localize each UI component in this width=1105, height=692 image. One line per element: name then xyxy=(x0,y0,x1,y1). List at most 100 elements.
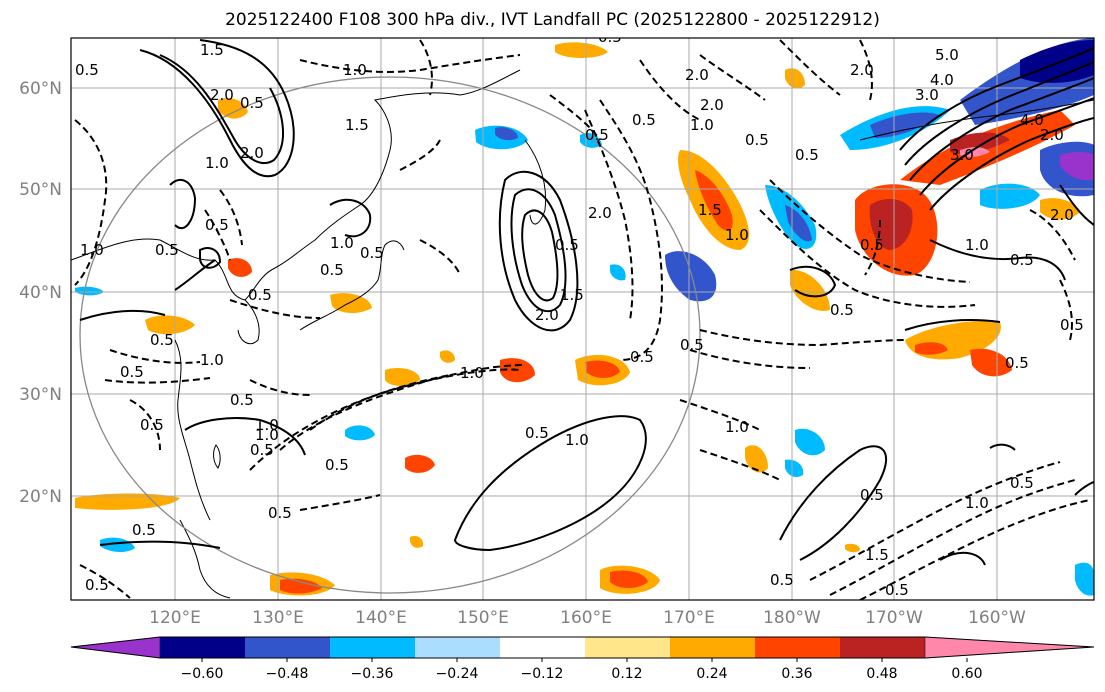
shade-positive xyxy=(695,170,733,231)
contour-label: 0.5 xyxy=(830,301,854,319)
shade-negative xyxy=(665,251,717,302)
contour-label: 0.5 xyxy=(630,348,654,366)
shade-negative xyxy=(870,112,940,138)
contour-label: 2.0 xyxy=(685,66,709,84)
shade-positive xyxy=(845,543,860,553)
lat-label: 50°N xyxy=(19,180,62,200)
shade-negative xyxy=(795,428,825,456)
contour-label: 1.0 xyxy=(205,154,229,172)
contour-label: 0.5 xyxy=(885,581,909,599)
contour-label: 0.5 xyxy=(1005,354,1029,372)
shade-positive xyxy=(745,445,768,473)
shade-positive xyxy=(585,360,620,378)
colorbar-cell xyxy=(330,637,415,658)
contour-label: 0.5 xyxy=(240,94,264,112)
shade-negative xyxy=(785,459,804,478)
china-coast xyxy=(174,339,211,521)
colorbar-cell xyxy=(755,637,840,658)
colorbar-tick-label: −0.60 xyxy=(181,666,224,682)
shade-positive xyxy=(410,536,424,548)
map-content: 1.0 2.0 0.5 1.5 2.0 0.5 1.0 0.5 0.5 1.0 … xyxy=(71,38,1094,600)
colorbar-tick-label: 0.36 xyxy=(781,666,812,682)
shade-positive xyxy=(610,570,648,588)
contour-label: 0.5 xyxy=(525,424,549,442)
contour-label: 1.0 xyxy=(200,351,224,369)
contour-label: 0.5 xyxy=(680,336,704,354)
contour-label: 0.5 xyxy=(770,571,794,589)
contour-label: 2.0 xyxy=(1050,206,1074,224)
shade-positive xyxy=(1040,198,1080,220)
contour-label: 0.5 xyxy=(230,391,254,409)
shade-positive xyxy=(555,42,608,58)
contour-label: 0.5 xyxy=(1010,474,1034,492)
shade-negative xyxy=(75,286,104,296)
contour-label: 1.0 xyxy=(965,494,989,512)
colorbar-cell xyxy=(500,637,585,658)
contour-label: 1.5 xyxy=(698,201,722,219)
colorbar-tick-label: −0.36 xyxy=(351,666,394,682)
contour-label: 4.0 xyxy=(1020,111,1044,129)
colorbar-tick-label: −0.12 xyxy=(521,666,564,682)
japan-coast xyxy=(299,240,405,331)
contour-label: 0.5 xyxy=(1060,316,1084,334)
philippines xyxy=(179,519,231,599)
contour-label: 1.0 xyxy=(255,416,279,434)
colorbar-tick-label: −0.48 xyxy=(266,666,309,682)
lon-label: 170°W xyxy=(865,608,923,628)
colorbar-tick-label: 0.48 xyxy=(866,666,897,682)
kamchatka xyxy=(524,139,547,225)
contour-label: 0.5 xyxy=(860,236,884,254)
contour-label: 0.5 xyxy=(745,131,769,149)
contour-label: 0.5 xyxy=(360,244,384,262)
contour-label: 0.5 xyxy=(120,363,144,381)
lon-label: 150°E xyxy=(457,608,509,628)
lon-label: 170°E xyxy=(663,608,715,628)
asia-coast xyxy=(71,69,521,301)
shade-positive xyxy=(405,454,435,473)
shade-negative xyxy=(1020,40,1094,83)
lon-label: 130°E xyxy=(252,608,304,628)
contour-labels: 1.0 2.0 0.5 1.5 2.0 0.5 1.0 0.5 0.5 1.0 … xyxy=(75,38,1084,599)
contour-label: 0.5 xyxy=(632,111,656,129)
contour-label: 0.5 xyxy=(150,331,174,349)
map-background xyxy=(71,38,1094,600)
contour-label: 1.5 xyxy=(560,286,584,304)
map-border xyxy=(70,37,1095,601)
lon-label: 160°W xyxy=(968,608,1026,628)
contour-label: 0.5 xyxy=(555,236,579,254)
contour-label: 1.0 xyxy=(965,236,989,254)
contour-label: 2.0 xyxy=(1040,126,1064,144)
contour-label: 2.0 xyxy=(700,96,724,114)
lon-axis-labels: 120°E 130°E 140°E 150°E 160°E 170°E 180°… xyxy=(149,608,1026,628)
contour-label: 0.5 xyxy=(85,576,109,594)
contour-label: 0.5 xyxy=(248,286,272,304)
shade-positive xyxy=(218,98,248,119)
colorbar-tick-label: −0.24 xyxy=(436,666,479,682)
contour-label: 2.0 xyxy=(210,86,234,104)
contour-label: 0.5 xyxy=(860,486,884,504)
shade-negative xyxy=(1060,151,1094,181)
landfall-circle xyxy=(79,76,701,594)
contour-label: 1.0 xyxy=(80,241,104,259)
contour-label: 2.0 xyxy=(588,204,612,222)
shade-negative xyxy=(980,183,1040,209)
contour-label: 1.0 xyxy=(460,364,484,382)
shade-negative xyxy=(345,425,375,441)
solid-contours xyxy=(79,39,1094,566)
colorbar-cell xyxy=(70,636,161,659)
lon-label: 180°W xyxy=(763,608,821,628)
map-title: 2025122400 F108 300 hPa div., IVT Landfa… xyxy=(225,10,880,30)
shade-positive xyxy=(915,342,948,355)
dashed-contours xyxy=(74,39,1091,600)
contour-label: 0.5 xyxy=(75,61,99,79)
lon-label: 160°E xyxy=(560,608,612,628)
korea-coast xyxy=(237,299,260,345)
shade-negative xyxy=(610,264,626,281)
lat-label: 20°N xyxy=(19,487,62,507)
contour-label: 1.0 xyxy=(565,431,589,449)
contour-label: 3.0 xyxy=(915,86,939,104)
contour-label: 0.5 xyxy=(155,241,179,259)
contour-label: 1.5 xyxy=(200,41,224,59)
lon-label: 140°E xyxy=(355,608,407,628)
